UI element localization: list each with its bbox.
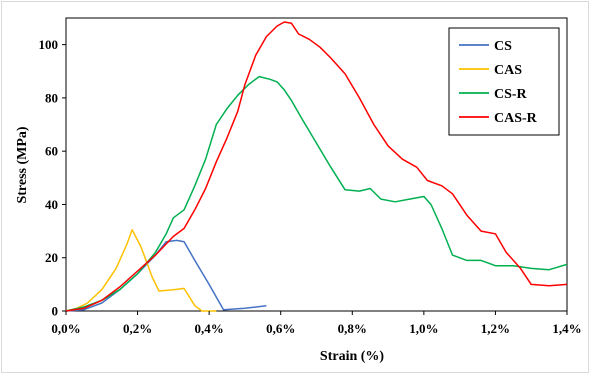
- series-line-cs-r: [65, 75, 568, 312]
- axes-group: [62, 44, 568, 315]
- y-tick-labels: 0 20 40 60 80 100: [39, 37, 59, 318]
- x-axis-title: Strain (%): [320, 349, 385, 364]
- x-tick-label: 0,6%: [266, 321, 295, 336]
- plot-area: [65, 17, 568, 312]
- series-line-cs: [65, 239, 267, 312]
- x-tick-label: 1,0%: [409, 321, 438, 336]
- y-tick-label: 80: [45, 90, 58, 105]
- series-line-cas: [65, 229, 217, 312]
- x-tick-label: 1,2%: [481, 321, 510, 336]
- y-tick-label: 40: [45, 197, 58, 212]
- y-tick-label: 60: [45, 144, 58, 159]
- x-tick-label: 0,2%: [123, 321, 152, 336]
- series-group: [65, 21, 568, 312]
- x-tick-label: 0,0%: [51, 321, 80, 336]
- x-tick-label: 0,8%: [338, 321, 367, 336]
- legend-label-cas-r: CAS-R: [494, 111, 538, 126]
- y-tick-label: 0: [52, 304, 59, 319]
- series-line-cas-r: [65, 21, 568, 312]
- y-tick-label: 100: [39, 37, 59, 52]
- plot-border: [65, 17, 568, 312]
- legend-label-cs-r: CS-R: [494, 87, 528, 102]
- y-axis-title: Stress (MPa): [15, 126, 30, 203]
- y-tick-label: 20: [45, 250, 58, 265]
- legend-label-cs: CS: [494, 39, 512, 54]
- x-tick-label: 1,4%: [552, 321, 581, 336]
- x-tick-label: 0,4%: [195, 321, 224, 336]
- x-tick-labels: 0,0% 0,2% 0,4% 0,6% 0,8% 1,0% 1,2% 1,4%: [51, 321, 581, 336]
- legend: CS CAS CS-R CAS-R: [448, 27, 560, 136]
- legend-label-cas: CAS: [494, 63, 522, 78]
